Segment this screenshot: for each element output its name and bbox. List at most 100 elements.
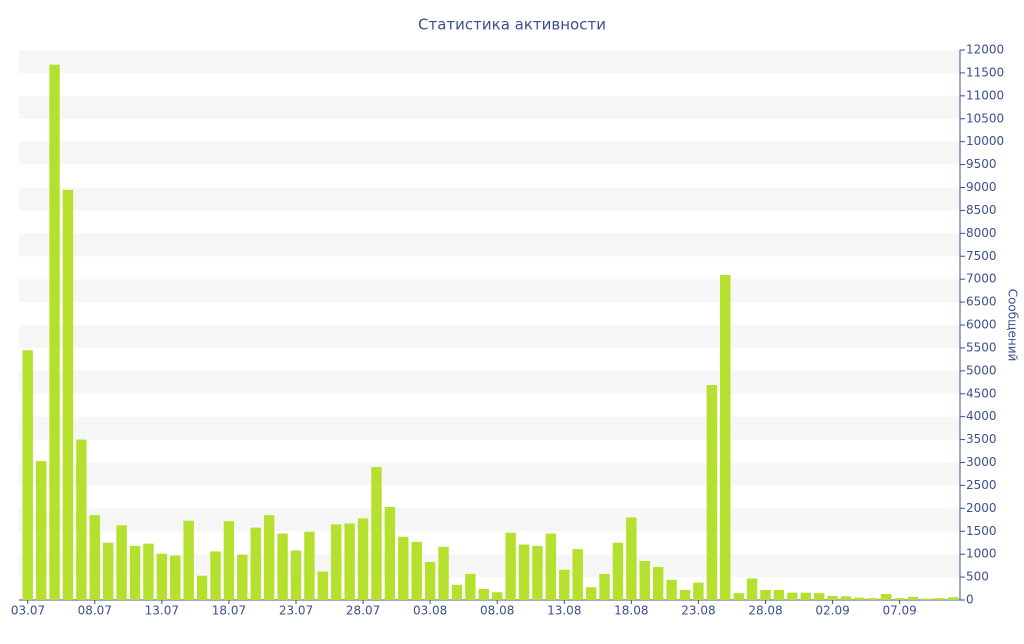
bar bbox=[813, 593, 825, 600]
stripe bbox=[19, 325, 960, 348]
y-tick-label: 4000 bbox=[966, 409, 997, 423]
bar bbox=[384, 506, 396, 600]
y-tick-label: 10500 bbox=[966, 111, 1004, 125]
bar bbox=[237, 554, 248, 600]
bar bbox=[706, 385, 718, 600]
bar bbox=[290, 550, 302, 600]
y-tick-label: 2500 bbox=[966, 478, 997, 492]
x-tick-label: 13.07 bbox=[145, 604, 179, 618]
bar bbox=[263, 515, 275, 600]
bar bbox=[183, 520, 194, 600]
y-tick-label: 7500 bbox=[966, 249, 997, 263]
bar bbox=[787, 592, 798, 600]
bar bbox=[438, 546, 449, 600]
bar bbox=[331, 524, 342, 600]
bar bbox=[398, 536, 409, 600]
bar bbox=[854, 597, 865, 600]
x-tick-label: 28.07 bbox=[346, 604, 380, 618]
x-tick-label: 28.08 bbox=[748, 604, 782, 618]
bar bbox=[693, 582, 704, 600]
y-tick-label: 4500 bbox=[966, 386, 997, 400]
bar bbox=[304, 531, 315, 600]
y-tick-label: 5000 bbox=[966, 363, 997, 377]
bar bbox=[545, 533, 557, 600]
x-tick-label: 08.07 bbox=[78, 604, 112, 618]
bar bbox=[934, 598, 946, 600]
x-tick-label: 13.08 bbox=[547, 604, 581, 618]
y-tick-label: 2000 bbox=[966, 501, 997, 515]
bar bbox=[49, 64, 60, 600]
bar bbox=[35, 461, 47, 600]
y-tick-label: 8000 bbox=[966, 226, 997, 240]
bar bbox=[599, 573, 610, 600]
bar bbox=[102, 542, 114, 600]
y-axis-label: Сообщений bbox=[1006, 289, 1020, 362]
bar bbox=[62, 189, 74, 600]
y-tick-label: 9000 bbox=[966, 180, 997, 194]
bar bbox=[948, 597, 959, 600]
y-tick-label: 10000 bbox=[966, 134, 1004, 148]
bar bbox=[720, 275, 731, 600]
stripe bbox=[19, 141, 960, 165]
bar bbox=[746, 578, 758, 600]
y-tick-label: 500 bbox=[966, 570, 989, 584]
stripe bbox=[19, 279, 960, 303]
stripe bbox=[19, 508, 960, 532]
bar bbox=[424, 561, 436, 600]
y-tick-label: 3000 bbox=[966, 455, 997, 469]
y-tick-label: 6500 bbox=[966, 295, 997, 309]
bar bbox=[505, 532, 516, 600]
x-tick-label: 07.09 bbox=[882, 604, 916, 618]
bar bbox=[317, 571, 329, 600]
x-tick-label: 03.08 bbox=[413, 604, 447, 618]
bar bbox=[921, 598, 932, 600]
bar bbox=[612, 542, 624, 600]
bar bbox=[679, 589, 691, 600]
bar bbox=[89, 515, 100, 600]
bar bbox=[626, 517, 637, 600]
bar bbox=[129, 545, 141, 600]
bar bbox=[907, 596, 919, 600]
stripe bbox=[19, 187, 960, 211]
bar bbox=[478, 589, 489, 600]
x-tick-label: 02.09 bbox=[815, 604, 849, 618]
stripe bbox=[19, 370, 960, 394]
bar bbox=[371, 467, 382, 600]
bar bbox=[827, 595, 838, 600]
stripe bbox=[19, 95, 960, 119]
bar bbox=[840, 596, 852, 600]
stripe bbox=[19, 233, 960, 257]
bar bbox=[196, 575, 208, 600]
bar bbox=[277, 533, 288, 600]
y-tick-label: 8500 bbox=[966, 203, 997, 217]
bar bbox=[518, 544, 530, 600]
bar bbox=[639, 561, 650, 600]
bar bbox=[344, 523, 355, 600]
bar bbox=[411, 541, 422, 600]
bar bbox=[666, 579, 677, 600]
x-tick-label: 03.07 bbox=[11, 604, 45, 618]
x-tick-label: 23.08 bbox=[681, 604, 715, 618]
bar bbox=[357, 518, 369, 600]
bar bbox=[800, 592, 811, 600]
y-tick-label: 11500 bbox=[966, 65, 1004, 79]
y-tick-label: 7000 bbox=[966, 272, 997, 286]
bar bbox=[116, 525, 127, 600]
bar bbox=[22, 350, 33, 600]
y-tick-label: 3500 bbox=[966, 432, 997, 446]
bar bbox=[867, 598, 879, 600]
stripe bbox=[19, 462, 960, 486]
y-tick-label: 9500 bbox=[966, 157, 997, 171]
y-tick-label: 11000 bbox=[966, 88, 1004, 102]
chart-title: Статистика активности bbox=[418, 16, 606, 34]
bar bbox=[572, 549, 583, 600]
bar bbox=[223, 521, 235, 600]
x-tick-label: 23.07 bbox=[279, 604, 313, 618]
bar bbox=[465, 573, 476, 600]
y-tick-label: 1500 bbox=[966, 524, 997, 538]
bar bbox=[492, 592, 503, 600]
bar bbox=[451, 584, 463, 600]
y-tick-label: 12000 bbox=[966, 43, 1004, 57]
bar bbox=[559, 569, 570, 600]
